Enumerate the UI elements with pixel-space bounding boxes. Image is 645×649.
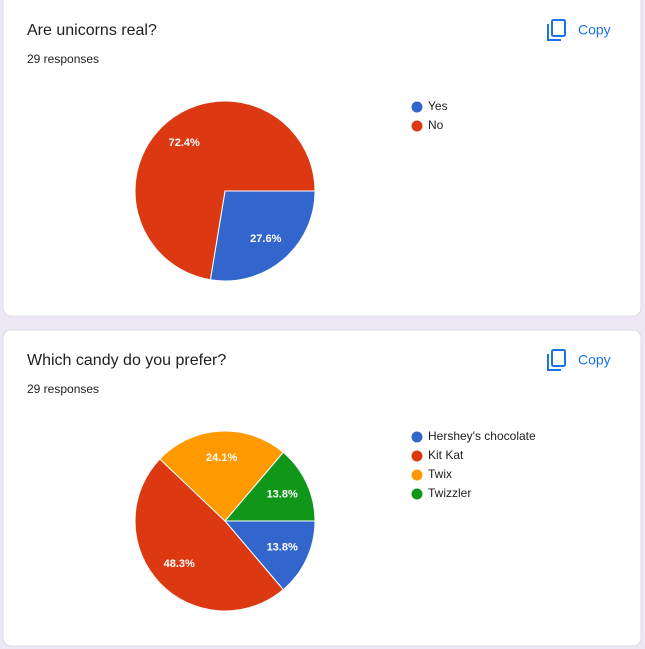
- pie-slice: [223, 451, 316, 522]
- pie-slice: [134, 100, 316, 281]
- copy-label: Copy: [578, 22, 611, 38]
- question-title: Are unicorns real?: [27, 22, 157, 39]
- copy-icon: [547, 24, 561, 41]
- pie-slice: [209, 190, 316, 282]
- pie-slice: [134, 458, 284, 612]
- legend-swatch: [411, 450, 423, 462]
- copy-icon: [551, 19, 566, 37]
- legend-swatch: [411, 431, 423, 443]
- legend-label: Twizzler: [428, 486, 471, 500]
- response-count: 29 responses: [27, 52, 99, 66]
- card: [2, 0, 642, 317]
- question-title: Which candy do you prefer?: [27, 352, 226, 369]
- copy-button[interactable]: Copy: [547, 19, 611, 41]
- legend-label: Twix: [428, 467, 452, 481]
- legend-swatch: [411, 488, 423, 500]
- copy-icon: [551, 349, 566, 367]
- legend-label: No: [428, 118, 444, 132]
- legend-swatch: [411, 101, 423, 113]
- slice-label: 13.8%: [267, 488, 298, 500]
- card: [2, 329, 642, 647]
- slice-label: 24.1%: [206, 452, 237, 464]
- slice-label: 13.8%: [267, 541, 298, 553]
- legend-label: Yes: [428, 99, 448, 113]
- pie-slice: [159, 430, 284, 522]
- slice-label: 48.3%: [164, 558, 195, 570]
- response-count: 29 responses: [27, 382, 99, 396]
- slice-label: 72.4%: [169, 137, 200, 149]
- legend-label: Hershey's chocolate: [428, 429, 536, 443]
- copy-icon: [547, 354, 561, 371]
- copy-button[interactable]: Copy: [547, 349, 611, 371]
- legend-swatch: [411, 469, 423, 481]
- legend-swatch: [411, 120, 423, 132]
- pie-slice: [223, 520, 316, 591]
- copy-label: Copy: [578, 352, 611, 368]
- legend-label: Kit Kat: [428, 448, 464, 462]
- slice-label: 27.6%: [250, 233, 281, 245]
